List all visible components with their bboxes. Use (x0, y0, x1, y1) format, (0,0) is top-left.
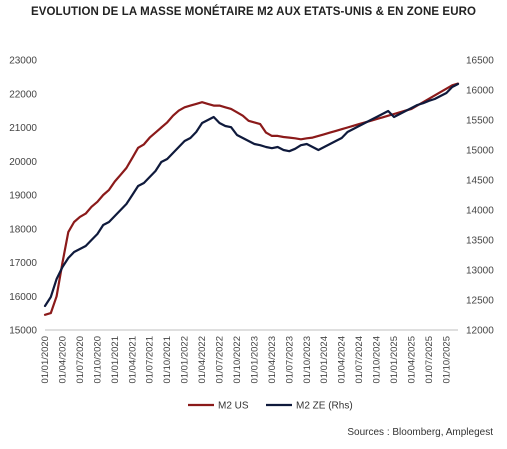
y-left-tick-label: 17000 (9, 258, 37, 269)
x-tick-label: 01/10/2024 (372, 336, 383, 384)
x-tick-label: 01/07/2021 (145, 336, 156, 384)
y-left-tick-label: 16000 (9, 292, 37, 303)
y-left-tick-label: 20000 (9, 157, 37, 168)
x-tick-label: 01/07/2024 (354, 336, 365, 384)
x-tick-label: 01/07/2020 (75, 336, 86, 384)
x-tick-label: 01/04/2020 (57, 336, 68, 384)
y-left-tick-label: 19000 (9, 191, 37, 202)
legend-label: M2 ZE (Rhs) (296, 401, 353, 412)
x-tick-label: 01/04/2023 (267, 336, 278, 384)
y-right-tick-label: 14500 (466, 176, 494, 187)
x-tick-label: 01/10/2025 (441, 336, 452, 384)
y-right-tick-label: 13500 (466, 236, 494, 247)
y-right-tick-label: 12000 (466, 326, 494, 337)
x-tick-label: 01/10/2020 (92, 336, 103, 384)
series-line-m2-us (43, 82, 460, 316)
x-tick-label: 01/01/2021 (110, 336, 121, 384)
y-right-tick-label: 16500 (466, 56, 494, 67)
x-tick-label: 01/04/2022 (197, 336, 208, 384)
x-tick-label: 01/10/2022 (232, 336, 243, 384)
x-tick-label: 01/01/2022 (180, 336, 191, 384)
x-tick-label: 01/10/2023 (302, 336, 313, 384)
x-tick-label: 01/01/2020 (40, 336, 51, 384)
x-tick-label: 01/07/2023 (284, 336, 295, 384)
y-right-tick-label: 16000 (466, 86, 494, 97)
y-right-tick-label: 12500 (466, 296, 494, 307)
y-left-tick-label: 22000 (9, 89, 37, 100)
y-left-tick-label: 23000 (9, 56, 37, 67)
x-tick-label: 01/01/2025 (389, 336, 400, 384)
y-right-tick-label: 14000 (466, 206, 494, 217)
y-right-tick-label: 13000 (466, 266, 494, 277)
chart-axes: 15000 16000 17000 18000 19000 20000 21000 22000… (9, 56, 494, 384)
series-line-m2-ze (43, 82, 460, 308)
legend-label: M2 US (218, 401, 249, 412)
y-left-tick-label: 21000 (9, 123, 37, 134)
y-left-tick-label: 15000 (9, 326, 37, 337)
chart-legend: M2 US M2 ZE (Rhs) (188, 401, 353, 412)
x-tick-label: 01/10/2021 (162, 336, 173, 384)
y-right-tick-label: 15000 (466, 146, 494, 157)
x-tick-label: 01/07/2025 (424, 336, 435, 384)
source-note: Sources : Bloomberg, Amplegest (347, 427, 493, 438)
x-tick-label: 01/07/2022 (215, 336, 226, 384)
x-tick-label: 01/01/2024 (319, 336, 330, 384)
y-left-tick-label: 18000 (9, 224, 37, 235)
x-tick-label: 01/04/2025 (406, 336, 417, 384)
x-tick-label: 01/04/2021 (127, 336, 138, 384)
chart-series (43, 82, 460, 316)
x-tick-label: 01/04/2024 (337, 336, 348, 384)
chart-title: EVOLUTION DE LA MASSE MONÉTAIRE M2 AUX E… (30, 6, 477, 18)
x-tick-label: 01/01/2023 (249, 336, 260, 384)
y-right-tick-label: 15500 (466, 116, 494, 127)
